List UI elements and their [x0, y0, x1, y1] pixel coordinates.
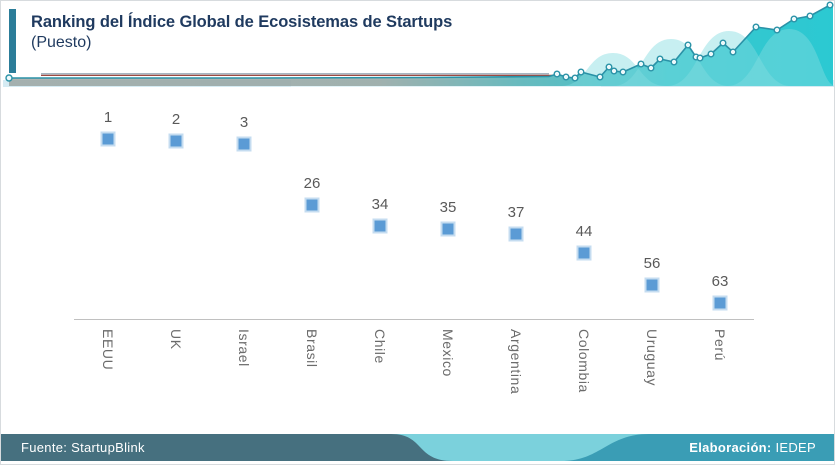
data-point-marker	[304, 197, 320, 213]
value-label: 34	[371, 196, 389, 214]
data-point-marker	[508, 226, 524, 242]
decorative-header-sparkline	[3, 1, 834, 87]
decorative-area	[9, 4, 833, 86]
category-label: Colombia	[576, 329, 592, 393]
data-point-marker	[440, 221, 456, 237]
value-label: 2	[171, 111, 181, 129]
category-label: Perú	[712, 329, 728, 361]
category-label: Israel	[236, 329, 252, 367]
value-label: 63	[711, 273, 729, 291]
x-axis-labels: EEUU UK Israel Brasil Chile Mexico Argentina Co…	[74, 329, 754, 431]
category-label: Mexico	[440, 329, 456, 377]
plot-area: 1 2 3 26 34 35 37 44 56 63	[74, 86, 754, 320]
value-label: 26	[303, 175, 321, 193]
data-point-marker	[576, 245, 592, 261]
title-accent-bar	[9, 9, 16, 73]
chart-title: Ranking del Índice Global de Ecosistemas…	[31, 13, 453, 31]
footer-dark-wave	[1, 434, 453, 461]
data-point-marker	[100, 131, 116, 147]
chart-subtitle: (Puesto)	[31, 34, 92, 51]
category-label: Argentina	[508, 329, 524, 395]
value-label: 44	[575, 222, 593, 240]
source-text: Fuente: StartupBlink	[21, 440, 145, 455]
value-label: 37	[507, 204, 525, 222]
elaboration-value: IEDEP	[771, 440, 816, 455]
value-label: 56	[643, 254, 661, 272]
category-label: Uruguay	[644, 329, 660, 387]
footer-blue-wave	[561, 434, 834, 461]
data-point-marker	[712, 295, 728, 311]
value-label: 1	[103, 108, 113, 126]
value-label: 35	[439, 198, 457, 216]
data-point-marker	[644, 277, 660, 293]
decorative-line-teal	[9, 3, 834, 79]
category-label: Chile	[372, 329, 388, 364]
category-label: UK	[168, 329, 184, 350]
data-point-marker	[236, 136, 252, 152]
elaboration-text: Elaboración: IEDEP	[689, 434, 816, 461]
elaboration-label: Elaboración:	[689, 440, 772, 455]
category-label: EEUU	[100, 329, 116, 371]
data-point-marker	[372, 218, 388, 234]
data-point-marker	[168, 133, 184, 149]
category-label: Brasil	[304, 329, 320, 368]
decorative-line-markers	[5, 1, 834, 82]
decorative-footer-wave	[1, 434, 834, 461]
value-label: 3	[239, 113, 249, 131]
header: Ranking del Índice Global de Ecosistemas…	[31, 12, 452, 53]
